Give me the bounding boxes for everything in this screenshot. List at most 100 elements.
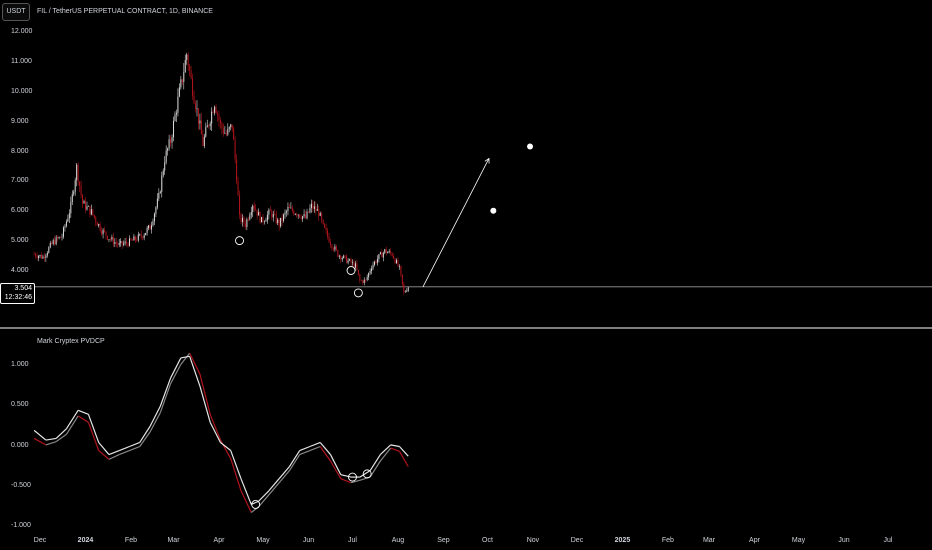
candle-body [70, 201, 72, 214]
candle-body [365, 279, 367, 281]
candle-body [269, 209, 271, 211]
time-axis-label: Dec [33, 537, 47, 544]
indicator-signal-line [159, 383, 172, 413]
candle-body [170, 139, 172, 143]
candle-body [171, 137, 173, 143]
candle-body [184, 59, 186, 73]
candle-body [82, 194, 84, 204]
candle-body [167, 148, 169, 151]
candle-body [302, 216, 304, 219]
indicator-signal-line [268, 482, 280, 496]
candle-body [202, 134, 204, 146]
time-axis-label: Oct [482, 537, 493, 544]
candle-body [120, 241, 122, 244]
candle-body [268, 209, 270, 215]
candle-body [38, 256, 40, 258]
candle-body [161, 175, 163, 192]
candle-body [376, 259, 378, 263]
candle-body [243, 217, 245, 224]
candle-body [106, 235, 109, 240]
candle-body [291, 207, 293, 212]
price-axis-label: 10.000 [11, 87, 33, 95]
annotation-dot[interactable] [490, 207, 497, 214]
candle-body [285, 211, 287, 213]
indicator-signal-line [329, 460, 342, 480]
price-axis-label: 8.000 [11, 147, 29, 155]
candle-body [172, 120, 175, 138]
candle-body [404, 291, 406, 293]
indicator-annotation-circle[interactable] [348, 472, 357, 482]
candle-body [253, 205, 255, 209]
candle-body [372, 264, 374, 269]
price-axis-label: 12.000 [11, 28, 33, 35]
candle-body [86, 206, 88, 210]
candle-body [249, 215, 251, 220]
indicator-annotation-circle[interactable] [362, 469, 372, 479]
candle-body [208, 125, 210, 127]
candle-body [73, 191, 75, 195]
candle-body [259, 211, 261, 223]
candle-body [118, 243, 120, 245]
candle-body [33, 254, 35, 255]
candle-body [224, 132, 226, 134]
candle-body [40, 255, 42, 259]
candle-body [158, 192, 160, 199]
candle-body [306, 211, 308, 219]
time-axis-label: Apr [213, 537, 225, 544]
candle-body [51, 242, 53, 244]
indicator-main-line [288, 450, 301, 467]
candle-body [255, 208, 257, 211]
candle-body [48, 247, 50, 253]
symbol-title: FIL / TetherUS PERPETUAL CONTRACT, 1D, B… [37, 8, 213, 15]
candle-body [197, 108, 199, 124]
candle-body [35, 254, 37, 257]
price-axis-label: 5.000 [11, 237, 29, 245]
candle-body [246, 219, 248, 227]
candle-body [187, 54, 189, 67]
candle-body [318, 209, 320, 216]
indicator-signal-line [149, 412, 161, 433]
indicator-main-line [33, 429, 47, 441]
candle-body [217, 113, 219, 115]
candle-body [300, 217, 302, 219]
candle-body [62, 227, 64, 237]
indicator-main-line [268, 478, 280, 492]
candle-body [341, 258, 343, 260]
time-axis-label: Aug [391, 537, 405, 544]
annotation-dot[interactable] [527, 143, 534, 150]
indicator-signal-line [189, 352, 201, 375]
annotation-circle[interactable] [235, 236, 244, 246]
candle-body [343, 255, 345, 259]
indicator-main-line [329, 454, 342, 475]
candle-body [316, 209, 318, 211]
indicator-annotation-circle[interactable] [251, 500, 261, 509]
currency-button[interactable]: USDT [2, 3, 30, 21]
indicator-signal-line [278, 470, 290, 484]
indicator-main-line [55, 428, 67, 439]
candle-body [297, 214, 299, 216]
candle-body [346, 255, 348, 263]
projection-arrow[interactable] [422, 158, 490, 288]
indicator-main-line [258, 490, 270, 502]
candle-body [335, 246, 337, 250]
candle-body [334, 246, 336, 250]
candle-body [111, 237, 113, 240]
current-price: 3.504 [14, 285, 32, 292]
candle-body [67, 218, 69, 222]
candle-body [340, 255, 342, 260]
indicator-main-line [45, 437, 57, 441]
indicator-main-line [220, 442, 232, 451]
indicator-axis-label: 1.000 [11, 361, 29, 368]
candle-body [400, 266, 402, 275]
time-axis-label: Dec [570, 537, 584, 544]
annotation-circle[interactable] [346, 266, 356, 275]
indicator-axis-label: 0.500 [11, 401, 29, 409]
time-axis-label: May [791, 537, 806, 544]
time-axis-label: Jun [838, 537, 850, 544]
indicator-title: Mark Cryptex PVDCP [37, 338, 105, 345]
annotation-circle[interactable] [353, 288, 363, 298]
candle-body [385, 249, 387, 254]
candle-body [244, 223, 246, 227]
time-axis-label: Mar [167, 537, 180, 544]
